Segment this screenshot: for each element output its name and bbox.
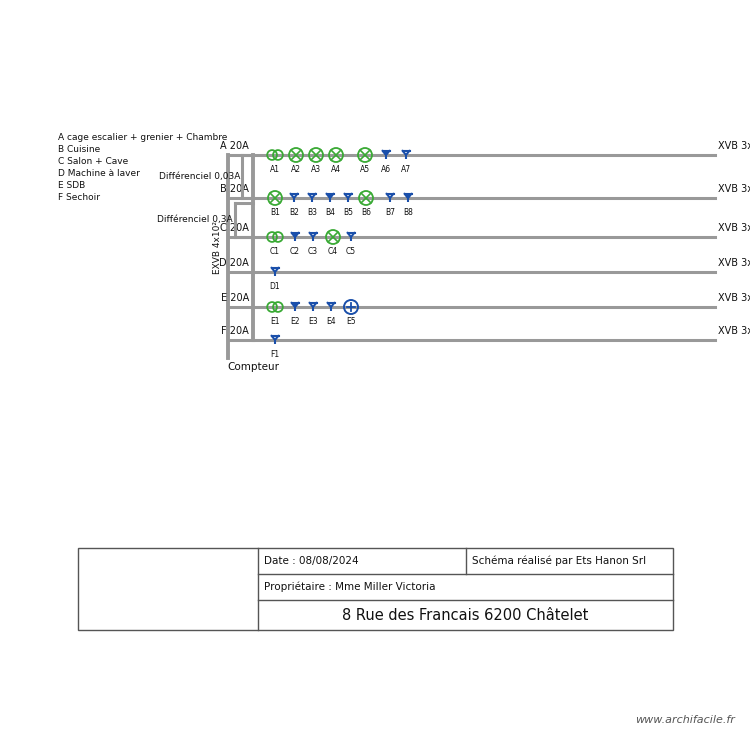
Text: C2: C2	[290, 247, 300, 256]
Polygon shape	[292, 233, 298, 237]
Text: A2: A2	[291, 165, 301, 174]
Text: B8: B8	[403, 208, 413, 217]
Text: XVB 3x2,5²: XVB 3x2,5²	[718, 326, 750, 336]
Text: A 20A: A 20A	[220, 141, 249, 151]
Text: Propriétaire : Mme Miller Victoria: Propriétaire : Mme Miller Victoria	[264, 582, 436, 592]
Text: B1: B1	[270, 208, 280, 217]
Text: E 20A: E 20A	[220, 293, 249, 303]
Text: XVB 3x2,5²: XVB 3x2,5²	[718, 184, 750, 194]
Text: Différenciel 0,3A: Différenciel 0,3A	[158, 215, 233, 224]
Text: XVB 3x2,5²: XVB 3x2,5²	[718, 293, 750, 303]
Text: C4: C4	[328, 247, 338, 256]
Text: D1: D1	[270, 282, 280, 291]
Text: C1: C1	[270, 247, 280, 256]
Text: F 20A: F 20A	[221, 326, 249, 336]
Polygon shape	[327, 194, 333, 198]
FancyBboxPatch shape	[78, 548, 673, 630]
Text: XVB 3x2,5²: XVB 3x2,5²	[718, 141, 750, 151]
Text: E4: E4	[326, 317, 336, 326]
Text: F1: F1	[271, 350, 280, 359]
Text: A3: A3	[311, 165, 321, 174]
Text: EXVB 4x10²: EXVB 4x10²	[212, 221, 221, 274]
Text: E3: E3	[308, 317, 318, 326]
Text: B6: B6	[361, 208, 371, 217]
Text: C 20A: C 20A	[220, 223, 249, 233]
Text: Différenciel 0,03A: Différenciel 0,03A	[159, 172, 240, 181]
Text: D 20A: D 20A	[219, 258, 249, 268]
Text: E SDB: E SDB	[58, 181, 86, 190]
Text: B3: B3	[307, 208, 317, 217]
Text: XVB 3x2,5²: XVB 3x2,5²	[718, 223, 750, 233]
Text: A7: A7	[401, 165, 411, 174]
Text: Compteur: Compteur	[227, 362, 279, 372]
Polygon shape	[382, 151, 389, 155]
Text: A5: A5	[360, 165, 370, 174]
Text: B4: B4	[325, 208, 335, 217]
Text: A cage escalier + grenier + Chambre: A cage escalier + grenier + Chambre	[58, 133, 227, 142]
Text: Date : 08/08/2024: Date : 08/08/2024	[264, 556, 358, 566]
Text: A1: A1	[270, 165, 280, 174]
Text: E1: E1	[270, 317, 280, 326]
Text: B2: B2	[289, 208, 299, 217]
Polygon shape	[405, 194, 411, 198]
Text: F Sechoir: F Sechoir	[58, 193, 100, 202]
Text: B5: B5	[343, 208, 353, 217]
Text: 8 Rue des Francais 6200 Châtelet: 8 Rue des Francais 6200 Châtelet	[342, 608, 589, 622]
Text: A4: A4	[331, 165, 341, 174]
Text: E5: E5	[346, 317, 355, 326]
Text: www.archifacile.fr: www.archifacile.fr	[635, 715, 735, 725]
Text: XVB 3x2,5²: XVB 3x2,5²	[718, 258, 750, 268]
Text: C Salon + Cave: C Salon + Cave	[58, 157, 128, 166]
Polygon shape	[292, 303, 298, 307]
Text: A6: A6	[381, 165, 391, 174]
Text: B 20A: B 20A	[220, 184, 249, 194]
Text: D Machine à laver: D Machine à laver	[58, 169, 140, 178]
Text: C3: C3	[308, 247, 318, 256]
Text: E2: E2	[290, 317, 300, 326]
Text: B7: B7	[385, 208, 395, 217]
Text: Schéma réalisé par Ets Hanon Srl: Schéma réalisé par Ets Hanon Srl	[472, 556, 646, 566]
Text: C5: C5	[346, 247, 356, 256]
Text: B Cuisine: B Cuisine	[58, 145, 100, 154]
